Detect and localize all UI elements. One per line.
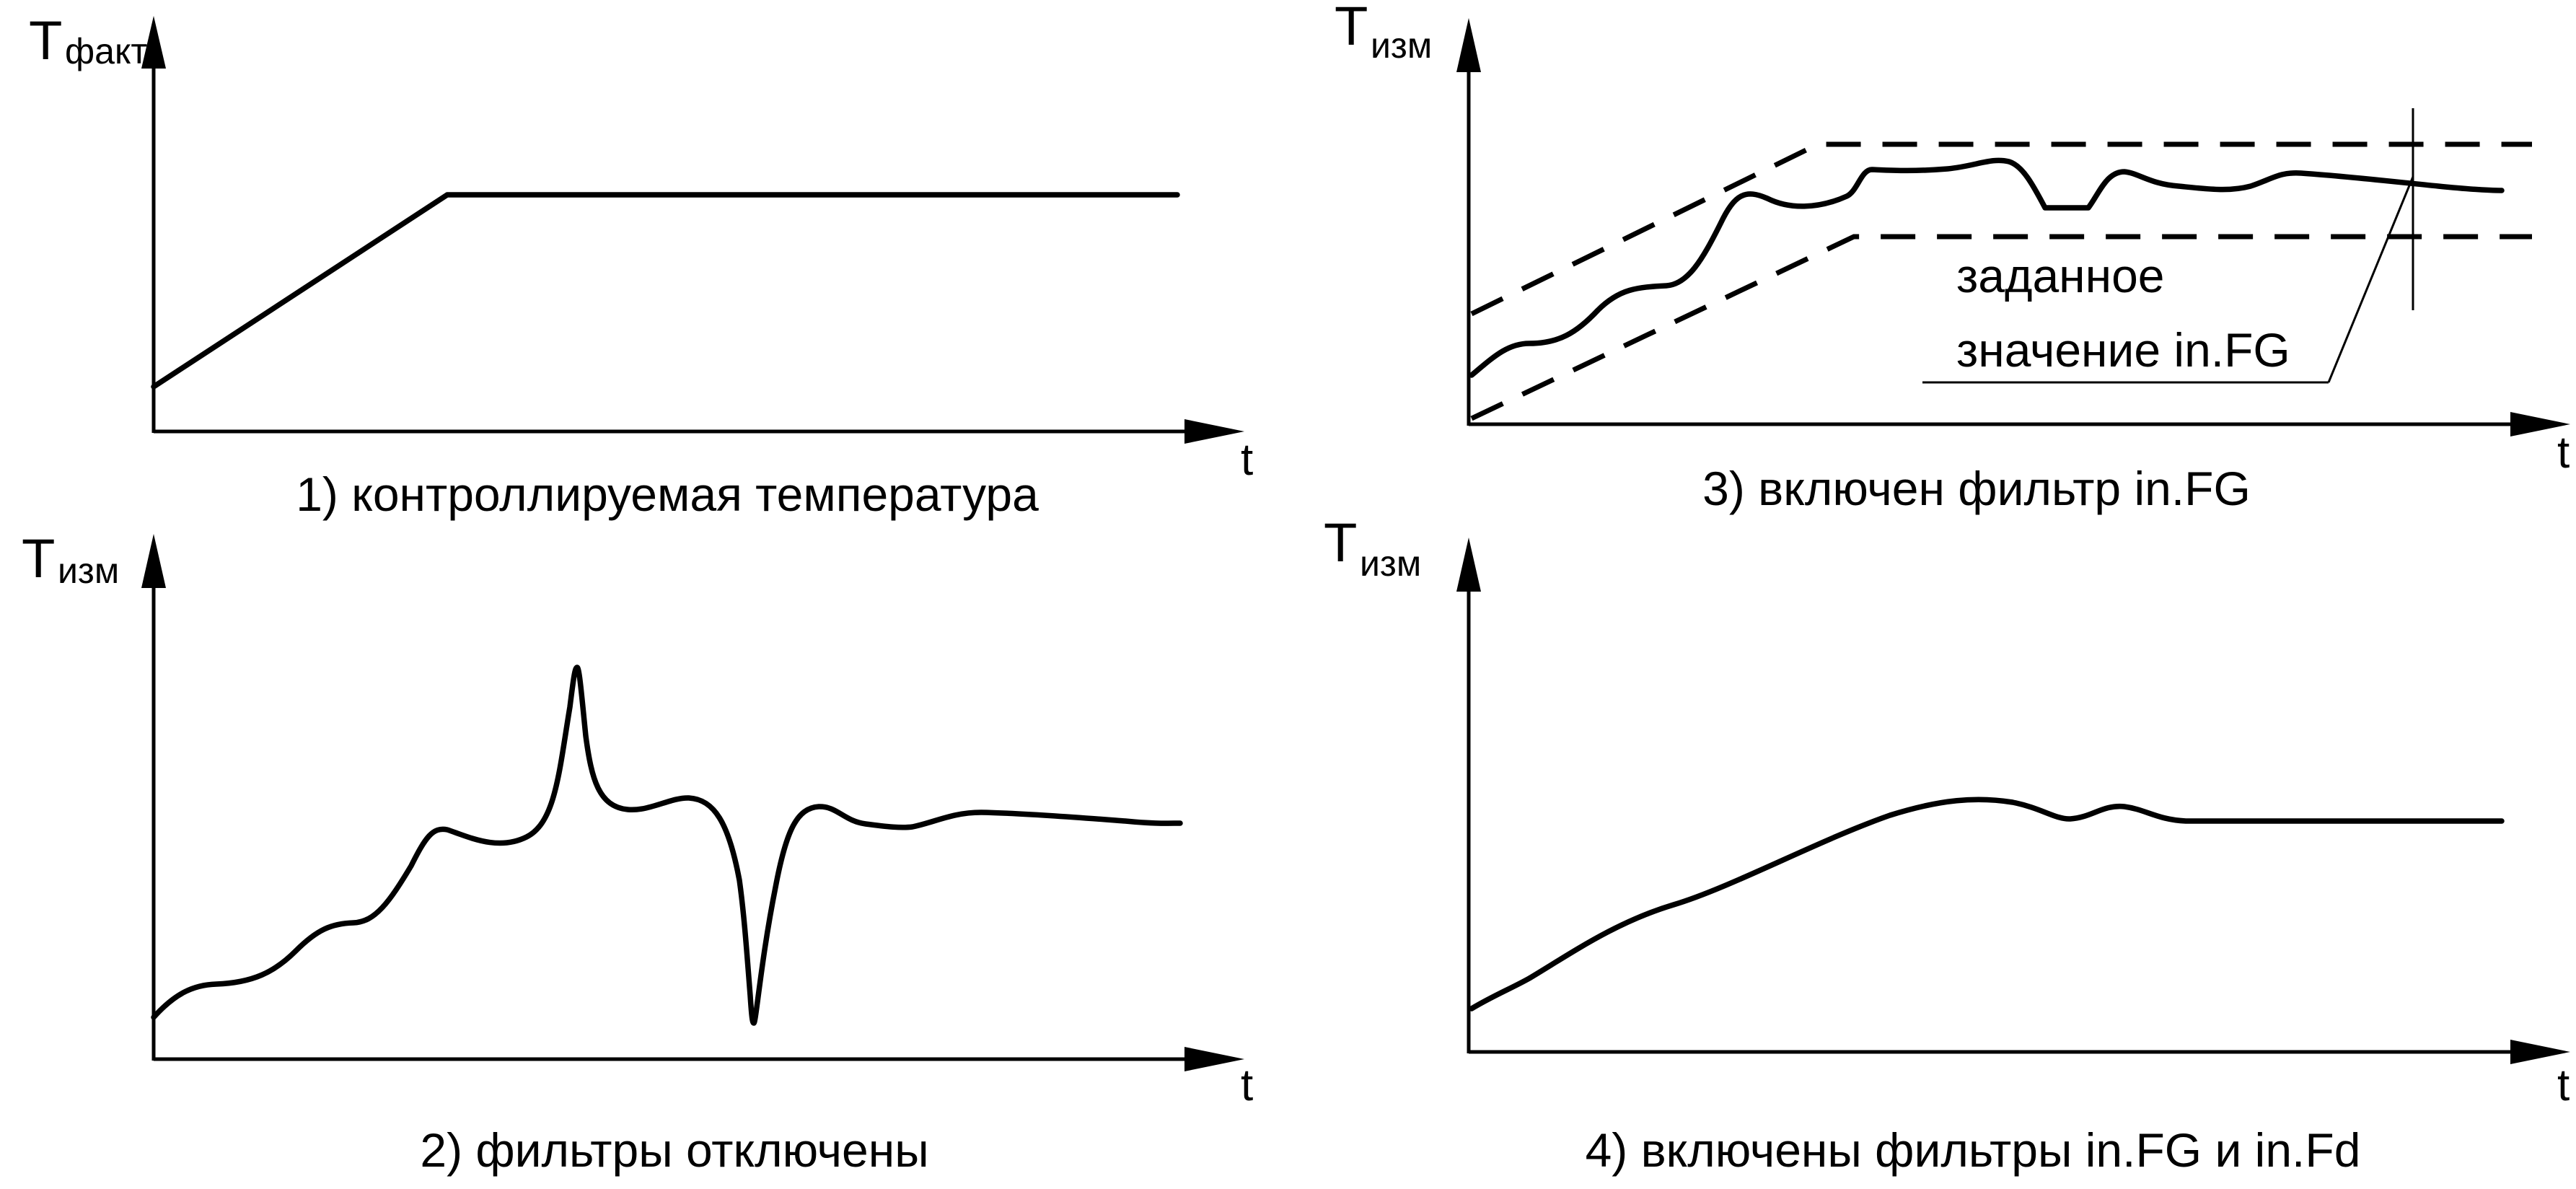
panel-2-y-arrow bbox=[141, 534, 166, 588]
panel-1-y-symbol: T bbox=[29, 10, 62, 71]
panel-3-annotation-line2: значение in.FG bbox=[1956, 323, 2290, 377]
panel-3-band-lower bbox=[1470, 234, 2532, 421]
panel-4-x-label: t bbox=[2557, 1061, 2570, 1110]
panel-4: T изм t 4) включены фильтры in.FG и in.F… bbox=[1324, 512, 2570, 1177]
panel-3-y-symbol: T bbox=[1335, 0, 1368, 57]
panel-3-annotation-line1: заданное bbox=[1956, 249, 2165, 302]
panel-2-y-subscript: изм bbox=[58, 550, 119, 591]
panel-4-y-subscript: изм bbox=[1360, 543, 1421, 584]
panel-3-caption: 3) включен фильтр in.FG bbox=[1702, 462, 2251, 515]
panel-4-y-axis bbox=[1456, 538, 1481, 1053]
panel-3-x-label: t bbox=[2557, 428, 2570, 478]
panel-1-caption: 1) контроллируемая температура bbox=[296, 468, 1039, 521]
panel-1-y-arrow bbox=[141, 16, 166, 69]
panel-2-y-symbol: T bbox=[22, 528, 55, 589]
panel-4-caption: 4) включены фильтры in.FG и in.Fd bbox=[1586, 1123, 2361, 1177]
panel-1-y-subscript: факт bbox=[65, 31, 147, 71]
panel-3-filtered-curve bbox=[1469, 157, 2505, 378]
panel-3-x-axis bbox=[1469, 412, 2570, 436]
panel-4-y-arrow bbox=[1456, 538, 1481, 592]
panel-2-caption: 2) фильтры отключены bbox=[420, 1123, 928, 1177]
panel-2: T изм t 2) фильтры отключены bbox=[22, 528, 1253, 1177]
panel-1-y-axis bbox=[141, 16, 166, 433]
panel-4-x-arrow bbox=[2510, 1040, 2570, 1064]
panel-2-x-label: t bbox=[1241, 1061, 1253, 1110]
panel-3: T изм t заданное значение in.FG 3) включ… bbox=[1335, 0, 2570, 515]
panel-3-y-axis bbox=[1456, 18, 1481, 426]
panel-3-y-subscript: изм bbox=[1371, 25, 1432, 66]
panel-1-x-axis bbox=[154, 419, 1244, 444]
panel-3-leader-line bbox=[2327, 176, 2414, 383]
panel-2-x-axis bbox=[154, 1047, 1244, 1071]
panel-4-x-axis bbox=[1469, 1040, 2570, 1064]
panel-2-noisy-curve bbox=[151, 664, 1183, 1026]
panel-1-temperature-curve bbox=[151, 192, 1180, 390]
panel-3-band-upper bbox=[1470, 141, 2532, 317]
panel-1: T факт t 1) контроллируемая температура bbox=[29, 10, 1253, 521]
panel-4-smoothed-curve bbox=[1469, 797, 2505, 1012]
panel-1-x-label: t bbox=[1241, 435, 1253, 485]
panel-4-y-symbol: T bbox=[1324, 512, 1357, 574]
panel-3-y-arrow bbox=[1456, 18, 1481, 72]
panel-1-x-arrow bbox=[1184, 419, 1244, 444]
panel-2-y-axis bbox=[141, 534, 166, 1061]
panel-2-x-arrow bbox=[1184, 1047, 1244, 1071]
panel-3-x-arrow bbox=[2510, 412, 2570, 436]
